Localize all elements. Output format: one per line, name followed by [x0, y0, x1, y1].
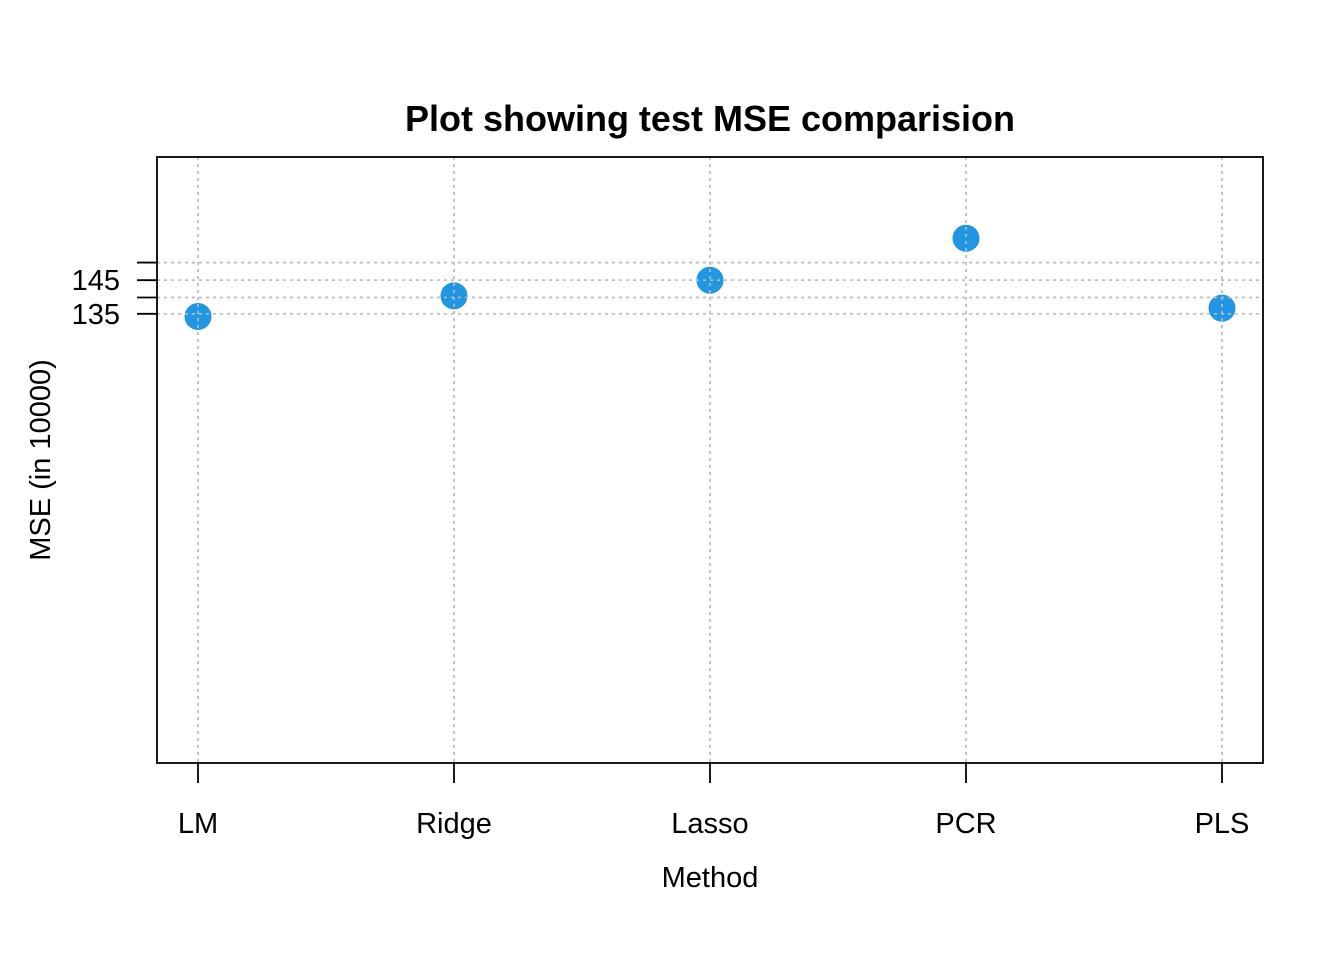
plot-frame [156, 156, 1264, 764]
points-layer [157, 157, 1263, 763]
data-point-ridge [440, 282, 468, 310]
data-point-lm [184, 302, 212, 330]
x-tick-label: LM [178, 808, 218, 840]
x-tick-label: PLS [1195, 808, 1250, 840]
y-axis-label: MSE (in 10000) [25, 359, 57, 561]
data-point-pcr [952, 224, 980, 252]
y-tick-label: 135 [72, 299, 120, 331]
data-point-pls [1208, 294, 1236, 322]
x-tick-label: Ridge [416, 808, 492, 840]
y-tick-label: 145 [72, 265, 120, 297]
x-tick-label: Lasso [671, 808, 748, 840]
x-axis-label: Method [662, 862, 759, 894]
chart-title: Plot showing test MSE comparision [405, 98, 1015, 139]
x-tick-label: PCR [935, 808, 996, 840]
